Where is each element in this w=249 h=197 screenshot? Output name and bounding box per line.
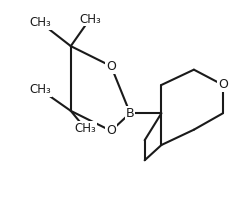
Text: O: O [218, 78, 228, 91]
Text: CH₃: CH₃ [30, 83, 52, 96]
Text: B: B [126, 107, 134, 120]
Text: O: O [106, 60, 116, 73]
Text: O: O [106, 124, 116, 137]
Text: CH₃: CH₃ [79, 13, 101, 26]
Text: CH₃: CH₃ [74, 122, 96, 135]
Text: CH₃: CH₃ [30, 16, 52, 29]
